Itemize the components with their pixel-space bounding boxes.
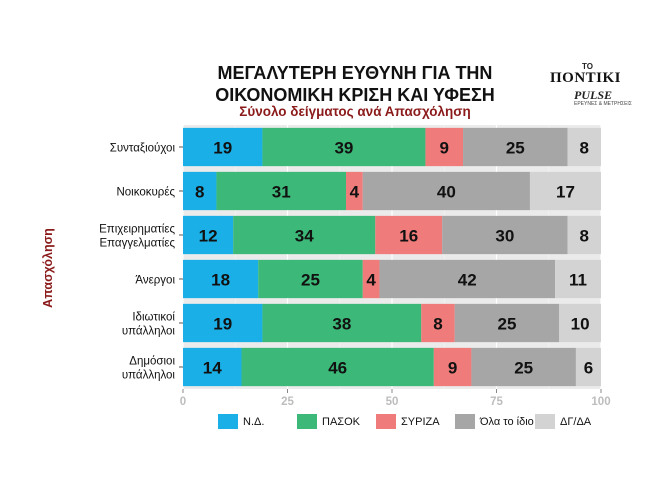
chart-legend: Ν.Δ. ΠΑΣΟΚ ΣΥΡΙΖΑ Όλα το ίδιο ΔΓ/ΔΑ: [0, 414, 660, 434]
data-label: 8: [580, 227, 589, 246]
bar-segment: [567, 215, 601, 255]
chart-subtitle: Σύνολο δείγματος ανά Απασχόληση: [239, 104, 471, 119]
data-label: 25: [506, 139, 525, 158]
data-label: 31: [272, 183, 291, 202]
bar-segment: [183, 259, 259, 299]
bar-segment: [241, 347, 434, 387]
legend-item: ΠΑΣΟΚ: [297, 414, 360, 429]
bar-segment: [346, 171, 363, 211]
data-label: 14: [203, 359, 222, 378]
bar-segment: [362, 259, 380, 299]
bar-segment: [555, 259, 601, 299]
chart-title-line2: ΟΙΚΟΝΟΜΙΚΗ ΚΡΙΣΗ ΚΑΙ ΥΦΕΣΗ: [215, 85, 495, 105]
data-label: 30: [495, 227, 514, 246]
data-label: 4: [366, 271, 376, 290]
x-tick-label: 50: [386, 396, 399, 408]
bar-segment: [575, 347, 601, 387]
bar-segment: [433, 347, 472, 387]
legend-swatch: [535, 414, 555, 429]
bar-segment: [362, 171, 530, 211]
x-tick-label: 0: [180, 396, 186, 408]
legend-swatch: [297, 414, 317, 429]
bar-segment: [258, 259, 363, 299]
bar-segment: [442, 215, 568, 255]
legend-item: Όλα το ίδιο: [455, 414, 534, 429]
bar-segment: [183, 347, 242, 387]
bar-segment: [183, 215, 234, 255]
data-label: 19: [213, 139, 232, 158]
data-label: 25: [514, 359, 533, 378]
bar-segment: [559, 303, 601, 343]
data-label: 19: [213, 315, 232, 334]
data-label: 25: [301, 271, 320, 290]
bar-segment: [183, 127, 263, 167]
chart-title-line1: ΜΕΓΑΛΥΤΕΡΗ ΕΥΘΥΝΗ ΓΙΑ ΤΗΝ: [217, 63, 493, 83]
data-label: 4: [350, 183, 360, 202]
logo-sub-text: PULSE: [574, 88, 613, 102]
bar-segment: [262, 127, 426, 167]
data-label: 40: [437, 183, 456, 202]
logo-main-text: ΠΟΝΤΙΚΙ: [550, 70, 622, 86]
data-label: 38: [332, 315, 351, 334]
data-label: 8: [433, 315, 442, 334]
bar-segment: [454, 303, 560, 343]
bar-segment: [183, 171, 217, 211]
bar-segment: [262, 303, 422, 343]
x-tick-label: 100: [591, 396, 610, 408]
category-label: Άνεργοι: [135, 275, 175, 287]
bar-segment: [233, 215, 376, 255]
data-label: 6: [584, 359, 593, 378]
legend-label: ΠΑΣΟΚ: [322, 415, 360, 428]
legend-swatch: [376, 414, 396, 429]
category-label: υπάλληλοι: [122, 370, 176, 382]
data-label: 34: [295, 227, 314, 246]
data-label: 8: [195, 183, 204, 202]
data-label: 17: [556, 183, 575, 202]
data-label: 25: [497, 315, 516, 334]
data-label: 12: [199, 227, 218, 246]
data-label: 42: [458, 271, 477, 290]
data-label: 46: [328, 359, 347, 378]
x-tick-label: 25: [281, 396, 294, 408]
category-label: Ιδιωτικοί: [132, 312, 175, 324]
category-label: Νοικοκυρές: [116, 187, 175, 199]
category-label: Επαγγελματίες: [99, 238, 175, 250]
data-label: 9: [448, 359, 457, 378]
legend-item: ΔΓ/ΔΑ: [535, 414, 591, 429]
logo-top-text: ΤΟ: [582, 62, 593, 71]
bar-segment: [529, 171, 601, 211]
legend-item: ΣΥΡΙΖΑ: [376, 414, 440, 429]
category-label: Συνταξιούχοι: [110, 143, 176, 155]
x-tick-label: 75: [490, 396, 503, 408]
legend-label: Ν.Δ.: [243, 415, 265, 428]
bar-segment: [471, 347, 576, 387]
legend-label: ΣΥΡΙΖΑ: [401, 415, 440, 428]
legend-item: Ν.Δ.: [218, 414, 264, 429]
bar-segment: [463, 127, 568, 167]
data-label: 39: [334, 139, 353, 158]
legend-swatch: [218, 414, 238, 429]
bar-segment: [379, 259, 556, 299]
legend-label: ΔΓ/ΔΑ: [560, 415, 592, 428]
data-label: 8: [580, 139, 589, 158]
data-label: 11: [569, 271, 587, 290]
data-label: 18: [211, 271, 230, 290]
bar-segment: [421, 303, 455, 343]
category-label: υπάλληλοι: [122, 326, 176, 338]
data-label: 10: [571, 315, 590, 334]
bar-segment: [216, 171, 347, 211]
bar-segment: [375, 215, 443, 255]
category-label: Επιχειρηματίες: [99, 224, 175, 236]
logo-tagline: ΕΡΕΥΝΕΣ & ΜΕΤΡΗΣΕΙΣ: [574, 101, 632, 107]
bar-segment: [567, 127, 601, 167]
data-label: 9: [440, 139, 449, 158]
legend-label: Όλα το ίδιο: [480, 415, 534, 428]
category-label: Δημόσιοι: [129, 356, 175, 368]
data-label: 16: [399, 227, 418, 246]
bar-segment: [425, 127, 464, 167]
legend-swatch: [455, 414, 475, 429]
bar-segment: [183, 303, 263, 343]
